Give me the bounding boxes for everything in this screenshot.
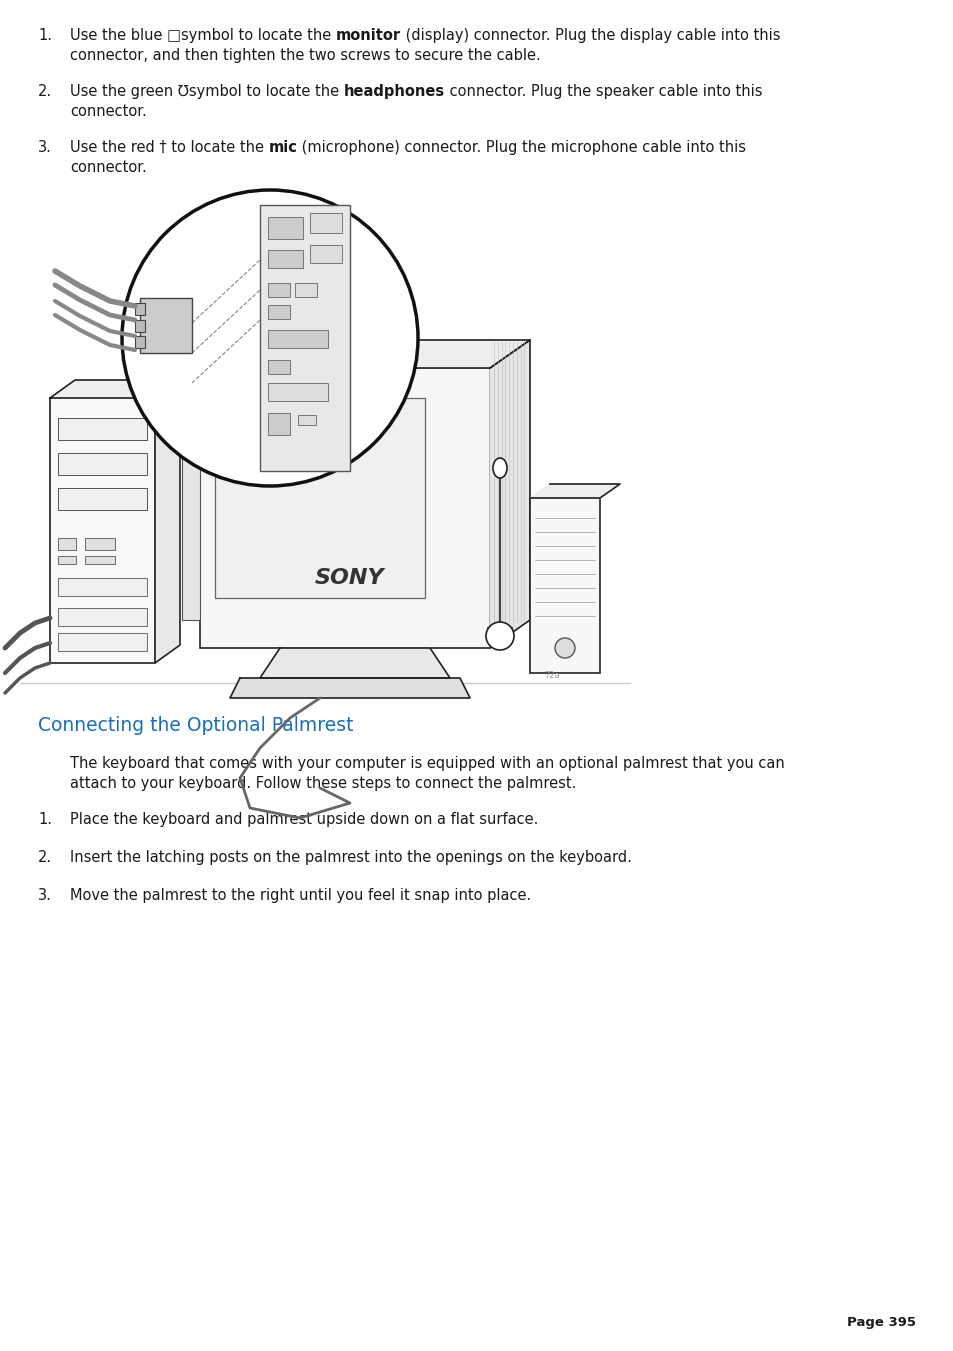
Text: Page 395: Page 395 [846, 1316, 915, 1329]
Bar [58, 488, 147, 509]
Bar [58, 557, 76, 563]
Bar [530, 499, 599, 673]
Text: (display) connector. Plug the display cable into this: (display) connector. Plug the display ca… [400, 28, 780, 43]
Bar [58, 453, 147, 476]
Polygon shape [490, 340, 530, 648]
Bar [58, 634, 147, 651]
Text: (microphone) connector. Plug the microphone cable into this: (microphone) connector. Plug the microph… [297, 141, 745, 155]
Text: Use the red † to locate the: Use the red † to locate the [70, 141, 269, 155]
Circle shape [555, 638, 575, 658]
Polygon shape [200, 340, 530, 367]
Bar [297, 415, 315, 426]
Bar [268, 359, 290, 374]
Text: Insert the latching posts on the palmrest into the openings on the keyboard.: Insert the latching posts on the palmres… [70, 850, 631, 865]
Text: SONY: SONY [314, 567, 384, 588]
Bar [182, 400, 200, 620]
Text: Connecting the Optional Palmrest: Connecting the Optional Palmrest [38, 716, 354, 735]
Bar [58, 417, 147, 440]
Bar [268, 413, 290, 435]
Bar [268, 250, 303, 267]
Text: 3.: 3. [38, 141, 51, 155]
Text: connector.: connector. [70, 159, 147, 176]
Bar [260, 205, 350, 471]
Text: 72a: 72a [543, 671, 559, 680]
Polygon shape [260, 648, 450, 678]
Bar [214, 399, 424, 598]
Bar [200, 367, 490, 648]
Circle shape [122, 190, 417, 486]
Bar [268, 382, 328, 401]
Text: 1.: 1. [38, 812, 52, 827]
Text: Place the keyboard and palmrest upside down on a flat surface.: Place the keyboard and palmrest upside d… [70, 812, 537, 827]
Text: attach to your keyboard. Follow these steps to connect the palmrest.: attach to your keyboard. Follow these st… [70, 775, 576, 790]
Bar [85, 538, 115, 550]
Bar [58, 608, 147, 626]
Text: Move the palmrest to the right until you feel it snap into place.: Move the palmrest to the right until you… [70, 888, 531, 902]
Text: headphones: headphones [343, 84, 444, 99]
Bar [135, 336, 145, 349]
Polygon shape [230, 678, 470, 698]
Text: 2.: 2. [38, 850, 52, 865]
Bar [58, 578, 147, 596]
Circle shape [485, 621, 514, 650]
Text: Use the blue □symbol to locate the: Use the blue □symbol to locate the [70, 28, 335, 43]
Text: mic: mic [269, 141, 297, 155]
Bar [268, 305, 290, 319]
Text: connector.: connector. [70, 104, 147, 119]
Text: Use the green ℧symbol to locate the: Use the green ℧symbol to locate the [70, 84, 343, 99]
Bar [294, 282, 316, 297]
Text: monitor: monitor [335, 28, 400, 43]
Bar [50, 399, 154, 663]
Polygon shape [154, 380, 180, 663]
Bar [58, 538, 76, 550]
Bar [135, 303, 145, 315]
Text: 2.: 2. [38, 84, 52, 99]
Text: connector. Plug the speaker cable into this: connector. Plug the speaker cable into t… [444, 84, 761, 99]
Bar [85, 557, 115, 563]
Bar [135, 320, 145, 332]
Polygon shape [50, 380, 180, 399]
Bar [310, 213, 341, 232]
Bar [310, 245, 341, 263]
Text: 3.: 3. [38, 888, 51, 902]
Bar [268, 282, 290, 297]
Polygon shape [530, 484, 619, 499]
Text: connector, and then tighten the two screws to secure the cable.: connector, and then tighten the two scre… [70, 49, 540, 63]
Text: The keyboard that comes with your computer is equipped with an optional palmrest: The keyboard that comes with your comput… [70, 757, 784, 771]
Bar [140, 299, 192, 353]
Bar [268, 330, 328, 349]
Ellipse shape [493, 458, 506, 478]
Bar [268, 218, 303, 239]
Text: 1.: 1. [38, 28, 52, 43]
